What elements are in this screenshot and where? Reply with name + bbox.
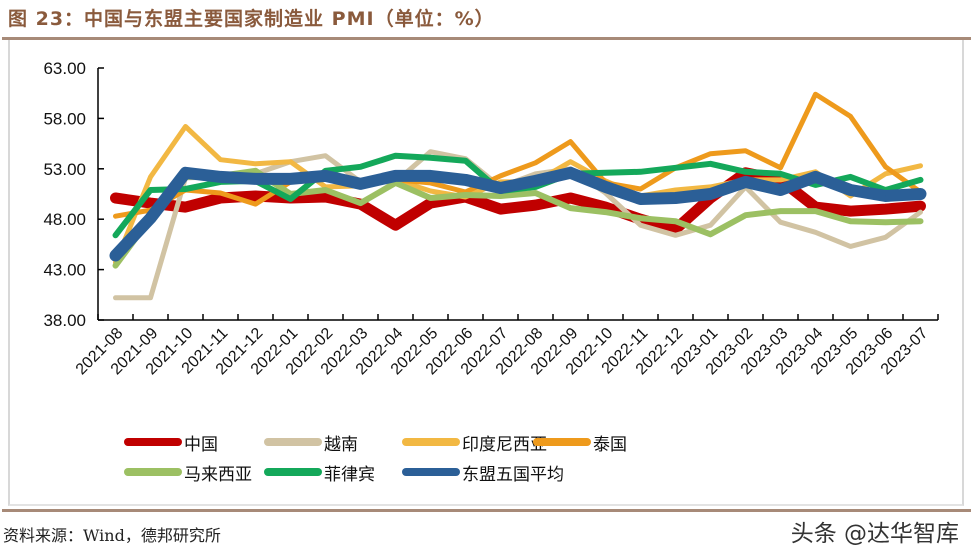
watermark: 头条 @达华智库	[790, 521, 959, 547]
legend-item: 马来西亚	[124, 460, 252, 485]
series-line-3	[113, 91, 923, 219]
legend-swatch	[402, 438, 460, 446]
legend-swatch	[124, 438, 182, 446]
y-tick-label: 43.00	[43, 261, 86, 280]
legend-label: 中国	[184, 434, 218, 455]
legend-swatch	[264, 438, 322, 446]
legend-label: 马来西亚	[184, 464, 252, 485]
chart-frame	[8, 40, 964, 506]
series-layer	[109, 91, 927, 301]
x-tick-labels: 2021-082021-092021-102021-112021-122022-…	[73, 325, 932, 379]
source-note: 资料来源：Wind，德邦研究所	[3, 526, 221, 545]
y-tick-label: 48.00	[43, 210, 86, 229]
legend-label: 泰国	[593, 434, 627, 455]
axes	[97, 67, 939, 321]
legend-swatch	[402, 468, 460, 476]
legend-swatch	[264, 468, 322, 476]
y-tick-label: 38.00	[43, 311, 86, 330]
series-line-6	[109, 166, 927, 262]
legend-item: 东盟五国平均	[402, 460, 564, 485]
series-line-4	[112, 167, 924, 269]
legend-item: 泰国	[533, 430, 627, 455]
y-tick-labels: 63.00 58.00 53.00 48.00 43.00 38.00	[43, 59, 86, 330]
title-divider	[2, 37, 971, 40]
legend-label: 东盟五国平均	[462, 464, 564, 485]
y-tick-label: 53.00	[43, 160, 86, 179]
chart-title: 图 23：中国与东盟主要国家制造业 PMI（单位：%）	[8, 8, 495, 30]
legend-label: 印度尼西亚	[462, 434, 547, 455]
legend-item: 菲律宾	[264, 460, 375, 485]
legend-item: 印度尼西亚	[402, 430, 547, 455]
legend-item: 中国	[124, 430, 218, 455]
y-tick-label: 63.00	[43, 59, 86, 78]
y-tick-label: 58.00	[43, 109, 86, 128]
legend-swatch	[533, 438, 591, 446]
legend-label: 越南	[324, 434, 358, 455]
legend-swatch	[124, 468, 182, 476]
legend: 中国 越南 印度尼西亚 泰国马来西亚 菲律宾 东盟五国平均	[120, 430, 820, 490]
legend-label: 菲律宾	[324, 464, 375, 485]
legend-item: 越南	[264, 430, 358, 455]
footer-divider	[2, 509, 971, 512]
